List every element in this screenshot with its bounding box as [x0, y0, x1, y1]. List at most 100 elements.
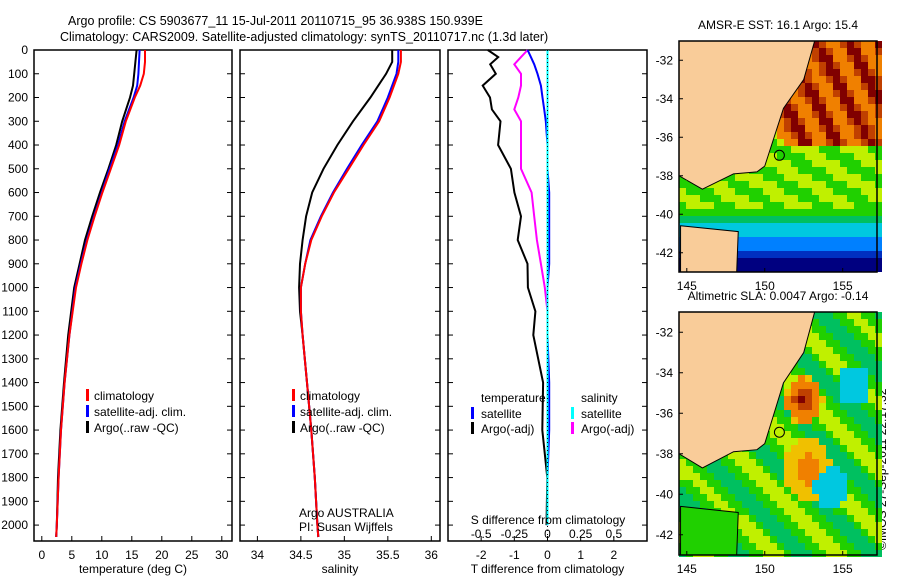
map-cell — [861, 230, 868, 237]
map-cell — [840, 312, 847, 319]
map-cell — [854, 160, 861, 167]
map-cell — [847, 515, 854, 522]
map-cell — [826, 104, 833, 111]
map-cell — [875, 216, 882, 223]
map-cell — [798, 174, 805, 181]
map-cell — [791, 104, 798, 111]
map-cell — [868, 452, 875, 459]
map-cell — [735, 265, 742, 272]
map-cell — [854, 319, 861, 326]
map-cell — [854, 473, 861, 480]
map-cell — [868, 76, 875, 83]
map-cell — [861, 258, 868, 265]
map-cell — [833, 209, 840, 216]
map-cell — [735, 459, 742, 466]
map-cell — [812, 522, 819, 529]
map-cell — [805, 466, 812, 473]
map-cell — [861, 48, 868, 55]
map-cell — [847, 132, 854, 139]
map-cell — [777, 410, 784, 417]
x-tick-label: 5 — [68, 548, 75, 562]
map-cell — [819, 361, 826, 368]
map-cell — [714, 501, 721, 508]
map-cell — [770, 139, 777, 146]
map-cell — [805, 153, 812, 160]
map-cell — [840, 55, 847, 62]
map-cell — [805, 368, 812, 375]
map-cell — [861, 83, 868, 90]
map-cell — [798, 167, 805, 174]
map-cell — [868, 188, 875, 195]
map-cell — [735, 543, 742, 550]
map-cell — [791, 410, 798, 417]
map-cell — [749, 522, 756, 529]
map-cell — [756, 209, 763, 216]
map-cell — [861, 354, 868, 361]
map-cell — [805, 69, 812, 76]
map-cell — [756, 452, 763, 459]
map-cell — [819, 438, 826, 445]
map-cell — [812, 62, 819, 69]
map-cell — [826, 202, 833, 209]
map-cell — [679, 195, 686, 202]
map-cell — [826, 209, 833, 216]
map-cell — [686, 195, 693, 202]
map-cell — [805, 188, 812, 195]
map-cell — [728, 216, 735, 223]
map-cell — [770, 550, 777, 557]
map-cell — [854, 501, 861, 508]
map-cell — [812, 90, 819, 97]
map-cell — [847, 508, 854, 515]
map-cell — [847, 153, 854, 160]
map-cell — [840, 396, 847, 403]
map-cell — [735, 223, 742, 230]
series-line-satellite-adj-clim- — [299, 50, 400, 538]
map-cell — [812, 445, 819, 452]
map-cell — [833, 188, 840, 195]
map-cell — [833, 111, 840, 118]
map-cell — [791, 515, 798, 522]
map-cell — [854, 41, 861, 48]
map-cell — [819, 312, 826, 319]
map-cell — [784, 487, 791, 494]
map-cell — [770, 237, 777, 244]
map-cell — [833, 459, 840, 466]
map-cell — [735, 494, 742, 501]
map-cell — [714, 223, 721, 230]
map-cell — [833, 354, 840, 361]
map-cell — [777, 146, 784, 153]
map-cell — [847, 501, 854, 508]
map-cell — [854, 209, 861, 216]
map-cell — [847, 494, 854, 501]
map-cell — [805, 508, 812, 515]
map-cell — [826, 55, 833, 62]
map-cell — [847, 265, 854, 272]
map-cell — [861, 132, 868, 139]
legend-label: satellite — [581, 407, 622, 421]
map-cell — [826, 529, 833, 536]
map-cell — [763, 536, 770, 543]
map-cell — [861, 459, 868, 466]
y-tick-label: -42 — [656, 528, 674, 542]
map-cell — [861, 368, 868, 375]
map-cell — [826, 230, 833, 237]
map-cell — [840, 445, 847, 452]
map-cell — [854, 354, 861, 361]
map-cell — [861, 139, 868, 146]
map-cell — [861, 251, 868, 258]
map-cell — [791, 146, 798, 153]
map-cell — [756, 181, 763, 188]
map-cell — [777, 167, 784, 174]
map-cell — [812, 431, 819, 438]
map-cell — [735, 536, 742, 543]
map-cell — [798, 223, 805, 230]
map-cell — [798, 494, 805, 501]
map-cell — [770, 508, 777, 515]
legend-swatch — [86, 421, 89, 433]
map-cell — [728, 452, 735, 459]
map-cell — [875, 487, 882, 494]
map-cell — [784, 466, 791, 473]
map-cell — [854, 188, 861, 195]
map-cell — [805, 216, 812, 223]
map-cell — [812, 125, 819, 132]
